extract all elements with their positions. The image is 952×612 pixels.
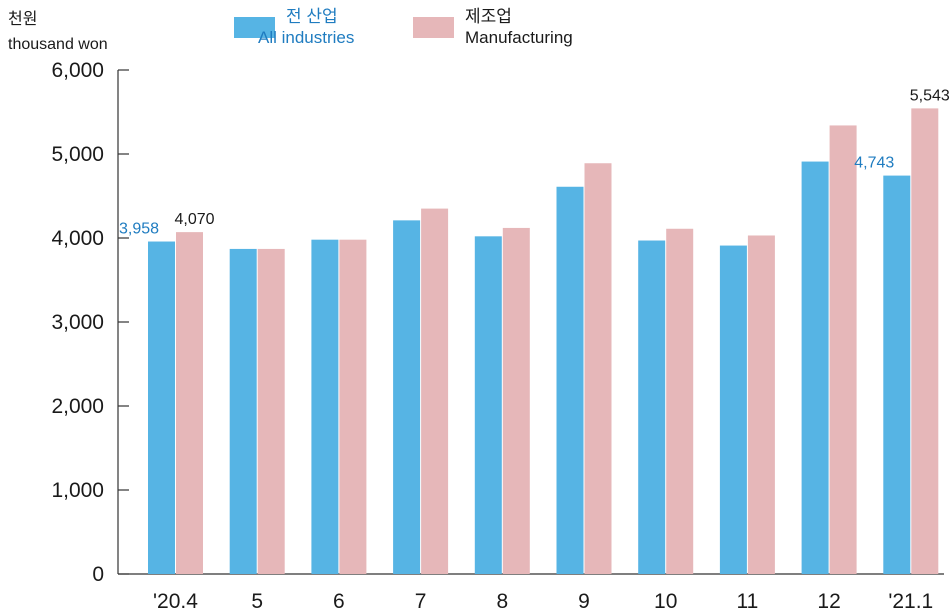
bar-all-industries	[719, 245, 747, 574]
bar-manufacturing	[502, 227, 530, 575]
bar-manufacturing	[257, 248, 285, 575]
bar-all-industries	[229, 248, 257, 575]
y-tick-label: 4,000	[51, 227, 104, 250]
y-tick-label: 0	[92, 563, 104, 586]
bar-manufacturing	[911, 108, 939, 574]
bar-manufacturing	[421, 208, 449, 574]
legend-swatch-manufacturing	[413, 17, 454, 38]
bar-all-industries	[393, 220, 421, 575]
x-tick-label: 7	[415, 590, 427, 612]
y-unit-english: thousand won	[8, 36, 108, 53]
bars	[148, 108, 939, 575]
axes: 0 1,000 2,000 3,000 4,000 5,000 6,000	[51, 59, 944, 586]
x-tick-label: 11	[736, 590, 758, 612]
x-tick-label: 5	[251, 590, 263, 612]
bar-manufacturing	[666, 228, 694, 574]
data-label-manufacturing: 5,543	[910, 87, 950, 104]
x-tick-label: 12	[817, 590, 840, 612]
legend-label-all-industries-ko: 전 산업	[286, 7, 338, 26]
y-tick-label: 1,000	[51, 479, 104, 502]
x-tick-label: '21.1	[888, 590, 933, 612]
bar-manufacturing	[829, 125, 857, 574]
legend-label-all-industries-en: All industries	[258, 28, 354, 47]
x-tick-labels: '20.4 5 6 7 8 9 10 11 12 '21.1	[153, 590, 933, 612]
x-tick-label: 10	[654, 590, 677, 612]
bar-all-industries	[148, 241, 175, 574]
bar-manufacturing	[584, 163, 612, 575]
data-label-manufacturing: 4,070	[174, 211, 214, 228]
bar-all-industries	[883, 175, 911, 574]
bar-manufacturing	[339, 239, 367, 574]
bar-manufacturing	[176, 232, 203, 574]
legend-label-manufacturing-ko: 제조업	[465, 7, 512, 26]
y-unit-korean: 천원	[8, 10, 37, 28]
y-tick-label: 6,000	[51, 59, 104, 82]
x-tick-label: 9	[578, 590, 590, 612]
bar-all-industries	[474, 236, 502, 574]
bar-all-industries	[801, 161, 829, 574]
y-tick-label: 5,000	[51, 143, 104, 166]
legend-label-manufacturing-en: Manufacturing	[465, 28, 573, 47]
y-tick-label: 3,000	[51, 311, 104, 334]
y-tick-label: 2,000	[51, 395, 104, 418]
data-label-all-industries: 4,743	[854, 155, 894, 172]
data-label-all-industries: 3,958	[119, 221, 159, 238]
bar-all-industries	[311, 239, 339, 574]
bar-all-industries	[638, 240, 666, 574]
x-tick-label: '20.4	[153, 590, 198, 612]
bar-manufacturing	[747, 235, 775, 575]
x-tick-label: 8	[496, 590, 508, 612]
bar-all-industries	[556, 186, 584, 574]
legend: 전 산업 All industries 제조업 Manufacturing	[234, 7, 573, 47]
legend-swatch-all-industries	[234, 17, 275, 38]
data-labels: 3,958 4,070 4,743 5,543	[119, 87, 950, 237]
x-tick-label: 6	[333, 590, 345, 612]
